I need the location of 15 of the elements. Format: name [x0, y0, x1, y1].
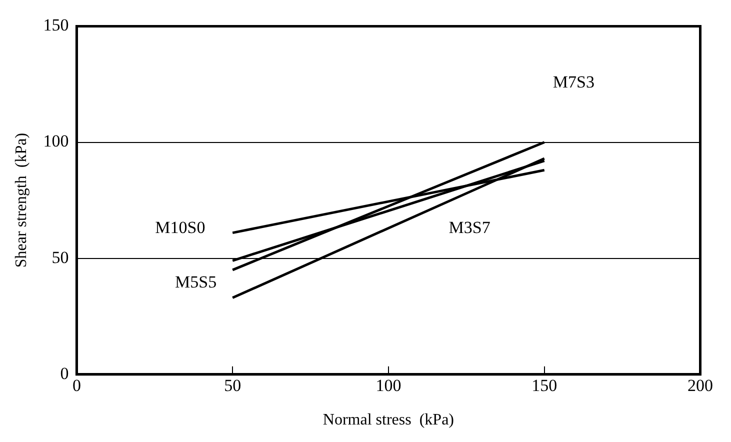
x-tick-label: 200 — [688, 376, 713, 396]
x-axis-title: Normal stress (kPa) — [322, 412, 454, 429]
y-tick-label: 150 — [43, 16, 69, 35]
y-axis-title: Shear strength (kPa) — [12, 132, 30, 268]
x-tick-label: 50 — [224, 376, 242, 396]
annotation: M10S0 — [155, 218, 206, 237]
x-tick-label: 150 — [532, 376, 558, 396]
y-tick-label: 100 — [43, 132, 69, 151]
annotation: M7S3 — [552, 72, 594, 92]
y-tick-label: 50 — [52, 248, 69, 267]
x-tick-label: 0 — [72, 376, 81, 396]
annotation: M3S7 — [448, 218, 491, 237]
annotation: M5S5 — [175, 272, 217, 292]
y-tick-label: 0 — [60, 364, 69, 383]
x-tick-label: 100 — [376, 376, 402, 396]
